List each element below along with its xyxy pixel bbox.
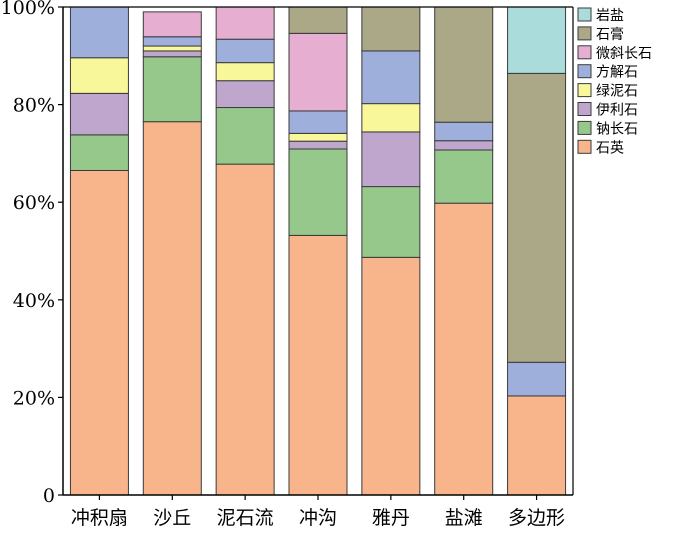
y-tick-label: 80% (13, 95, 55, 117)
x-tick-label: 冲沟 (299, 507, 337, 529)
bar-segment-2-3 (215, 62, 275, 82)
bar-segment-4-4 (361, 50, 421, 105)
bar-segment-0-3 (69, 57, 129, 94)
bar-segment-0-2 (69, 92, 129, 136)
bar-segment-1-3 (142, 45, 202, 52)
legend-swatch (577, 120, 592, 135)
x-tick-label: 盐滩 (445, 507, 483, 529)
x-tick-label: 沙丘 (153, 507, 191, 529)
bar-segment-3-2 (288, 140, 348, 150)
bar-segment-1-2 (142, 50, 202, 58)
bar-segment-2-1 (215, 107, 275, 165)
bar-segment-6-4 (507, 361, 567, 397)
x-tick-label: 多边形 (508, 507, 565, 529)
legend-label: 微斜长石 (596, 46, 652, 62)
legend-label: 石膏 (596, 26, 624, 43)
bar-segment-3-0 (288, 234, 348, 496)
bar-segment-2-2 (215, 80, 275, 109)
bar-segment-1-5 (142, 11, 202, 38)
bar-segment-5-1 (434, 149, 494, 204)
bar-segment-0-1 (69, 134, 129, 171)
y-tick-label: 0 (43, 485, 55, 507)
bar-segment-1-4 (142, 36, 202, 47)
y-tick-label: 20% (13, 387, 55, 409)
bar-segment-4-2 (361, 131, 421, 188)
bar-segment-3-4 (288, 110, 348, 134)
legend-swatch (577, 7, 592, 22)
bar-segment-4-0 (361, 256, 421, 496)
axes-layer: 冲积扇 沙丘 泥石流 冲沟 雅丹 盐滩 多边形 0 20% 40% 60% 80% 100% (1, 0, 574, 529)
bar-segment-6-6 (507, 72, 567, 363)
bar-segment-5-6 (434, 6, 494, 123)
legend-swatch (577, 139, 592, 154)
y-tick-label: 60% (13, 192, 55, 214)
y-tick-label: 40% (13, 290, 55, 312)
bar-segment-5-0 (434, 202, 494, 496)
bar-segment-3-3 (288, 132, 348, 142)
bar-segment-0-4 (69, 6, 129, 59)
legend-label: 石英 (596, 139, 624, 156)
bar-segment-1-0 (142, 121, 202, 496)
bar-segment-4-3 (361, 103, 421, 133)
legend-swatch (577, 64, 592, 79)
bar-segment-1-1 (142, 56, 202, 123)
legend-swatch (577, 83, 592, 98)
bar-segment-2-0 (215, 163, 275, 496)
legend-label: 绿泥石 (596, 84, 638, 100)
legend-label: 方解石 (596, 65, 638, 81)
x-tick-label: 泥石流 (217, 507, 274, 529)
bar-segment-2-4 (215, 38, 275, 64)
y-tick-label: 100% (1, 0, 55, 19)
legend-label: 伊利石 (596, 103, 638, 119)
bar-segment-5-4 (434, 121, 494, 142)
legend-swatch (577, 45, 592, 60)
legend-swatch (577, 26, 592, 41)
legend-label: 钠长石 (596, 121, 638, 137)
bar-segment-2-5 (215, 6, 275, 40)
x-tick-label: 雅丹 (372, 507, 410, 529)
x-tick-label: 冲积扇 (71, 507, 128, 529)
bar-segment-3-6 (288, 6, 348, 34)
legend-swatch (577, 102, 592, 116)
bar-segment-3-1 (288, 148, 348, 236)
bar-segment-5-2 (434, 140, 494, 151)
bar-segment-3-5 (288, 32, 348, 112)
bar-segment-0-0 (69, 169, 129, 496)
legend-label: 岩盐 (596, 8, 624, 24)
bar-segment-6-7 (507, 6, 567, 74)
bars-layer (69, 6, 567, 496)
bar-segment-6-0 (507, 395, 567, 496)
bar-segment-4-1 (361, 186, 421, 258)
bar-segment-4-6 (361, 6, 421, 52)
